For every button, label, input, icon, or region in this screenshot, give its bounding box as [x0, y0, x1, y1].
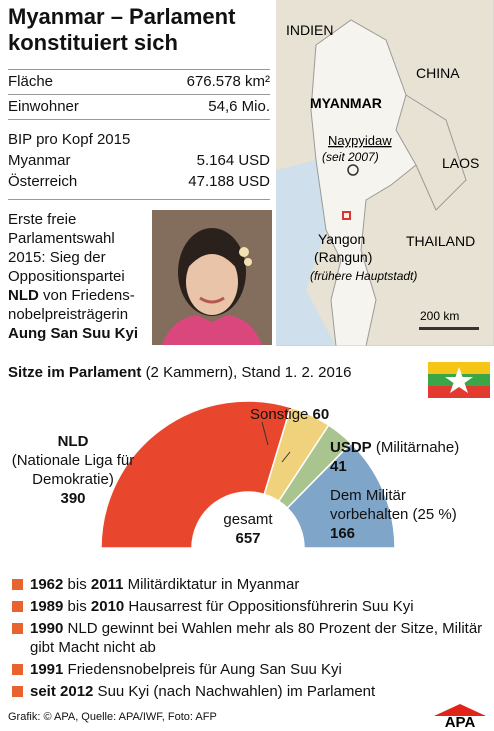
election-text: Erste freie Parlamentswahl 2015: Sieg de… [8, 210, 150, 343]
logo-text: APA [445, 714, 476, 728]
slice-label: Dem Militär vorbehalten (25 %) 166 [330, 486, 480, 543]
text: Suu Kyi (nach Nachwahlen) im Parlament [93, 683, 376, 700]
bold-text: 1990 [30, 620, 64, 637]
map-label: Naypyidaw [328, 133, 392, 148]
text: NLD gewinnt bei Wahlen mehr als 80 Proze… [30, 620, 483, 656]
leader [281, 451, 291, 463]
gdp-row: Myanmar 5.164 USD [8, 152, 270, 169]
text: bis [63, 576, 91, 593]
chart-title: Sitze im Parlament [8, 364, 142, 381]
bold-text: 1991 [30, 661, 64, 678]
rule [8, 94, 270, 95]
text: Erste freie Parlamentswahl 2015: Sieg de… [8, 211, 125, 285]
label-strong: NLD [57, 433, 89, 450]
map-label: LAOS [442, 155, 479, 171]
map-label: Yangon [318, 231, 365, 247]
parliament-chart [100, 400, 396, 549]
timeline-item: 1990 NLD gewinnt bei Wahlen mehr als 80 … [12, 619, 494, 657]
bold-text: 2010 [90, 598, 125, 615]
label-text: Dem Militär vorbehalten (25 %) [330, 487, 457, 523]
bold-text: 2011 [90, 576, 124, 593]
bold-text: 1962 [30, 576, 64, 593]
gdp-value: 5.164 USD [196, 152, 270, 169]
label-strong: 657 [235, 530, 261, 547]
fact-value: 676.578 km² [186, 73, 270, 90]
gdp-title-text: BIP pro Kopf 2015 [8, 131, 131, 148]
chart-heading: Sitze im Parlament (2 Kammern), Stand 1.… [8, 364, 352, 381]
map-label: MYANMAR [310, 95, 382, 111]
text: bis [63, 598, 91, 615]
slice-label: gesamt 657 [198, 510, 298, 548]
label-strong: USDP [330, 439, 372, 456]
gdp-label: Myanmar [8, 152, 71, 169]
gdp-title: BIP pro Kopf 2015 [8, 131, 270, 148]
timeline-item: 1962 bis 2011 Militärdiktatur in Myanmar [12, 575, 494, 594]
footer-credit: Grafik: © APA, Quelle: APA/IWF, Foto: AF… [8, 711, 217, 723]
label-strong: 60 [312, 406, 330, 423]
map-label: INDIEN [286, 22, 333, 38]
fact-row: Fläche 676.578 km² [8, 73, 270, 90]
slice-label: Sonstige 60 [250, 405, 329, 424]
title: Myanmar – Parlament konstituiert sich [8, 4, 236, 55]
text: von Friedens­nobelpreisträgerin [8, 287, 135, 323]
text: Hausarrest für Oppositionsführerin Suu K… [124, 598, 414, 615]
bold-text: seit 2012 [30, 683, 94, 700]
map-label: (frühere Hauptstadt) [310, 269, 417, 283]
map-label: 200 km [420, 309, 459, 323]
map-label: CHINA [416, 65, 460, 81]
map: INDIEN CHINA MYANMAR Naypyidaw (seit 200… [276, 0, 494, 346]
rule [8, 69, 270, 70]
slice-label: NLD (Nationale Liga für Demokratie) 390 [8, 432, 138, 508]
map-label: (Rangun) [314, 249, 372, 265]
slice-label: USDP (Militärnahe) 41 [330, 438, 459, 476]
bold-text: Aung San Suu Kyi [8, 325, 139, 342]
gdp-label: Österreich [8, 173, 78, 190]
bold-text: NLD [8, 287, 39, 304]
label-text: (Nationale Liga für Demokratie) [11, 452, 135, 488]
gdp-value: 47.188 USD [188, 173, 270, 190]
fact-row: Einwohner 54,6 Mio. [8, 98, 270, 115]
label-strong: 41 [330, 458, 347, 475]
label-strong: 390 [60, 490, 86, 507]
rule [8, 199, 270, 200]
fact-label: Fläche [8, 73, 54, 90]
fact-label: Einwohner [8, 98, 79, 115]
flag [428, 362, 490, 398]
fact-value: 54,6 Mio. [208, 98, 270, 115]
map-label: (seit 2007) [322, 150, 379, 164]
label-text: gesamt [223, 511, 273, 528]
timeline-item: seit 2012 Suu Kyi (nach Nachwahlen) im P… [12, 682, 494, 701]
slice [286, 442, 396, 549]
chart-subtitle: (2 Kammern), Stand 1. 2. 2016 [145, 364, 352, 381]
rule [8, 119, 270, 120]
slice [100, 400, 292, 549]
gdp-row: Österreich 47.188 USD [8, 173, 270, 190]
bold-text: 1989 [30, 598, 64, 615]
timeline-item: 1989 bis 2010 Hausarrest für Oppositions… [12, 597, 494, 616]
label-strong: 166 [330, 525, 356, 542]
timeline-item: 1991 Friedensnobelpreis für Aung San Suu… [12, 660, 494, 679]
label-text: Sonstige [250, 406, 309, 423]
text: Friedensnobelpreis für Aung San Suu Kyi [63, 661, 342, 678]
leader [261, 421, 269, 446]
text: Militärdiktatur in Myanmar [123, 576, 300, 593]
label-text: (Militärnahe) [375, 439, 460, 456]
map-label: THAILAND [406, 233, 475, 249]
photo [152, 210, 272, 345]
logo: APA [434, 704, 486, 728]
